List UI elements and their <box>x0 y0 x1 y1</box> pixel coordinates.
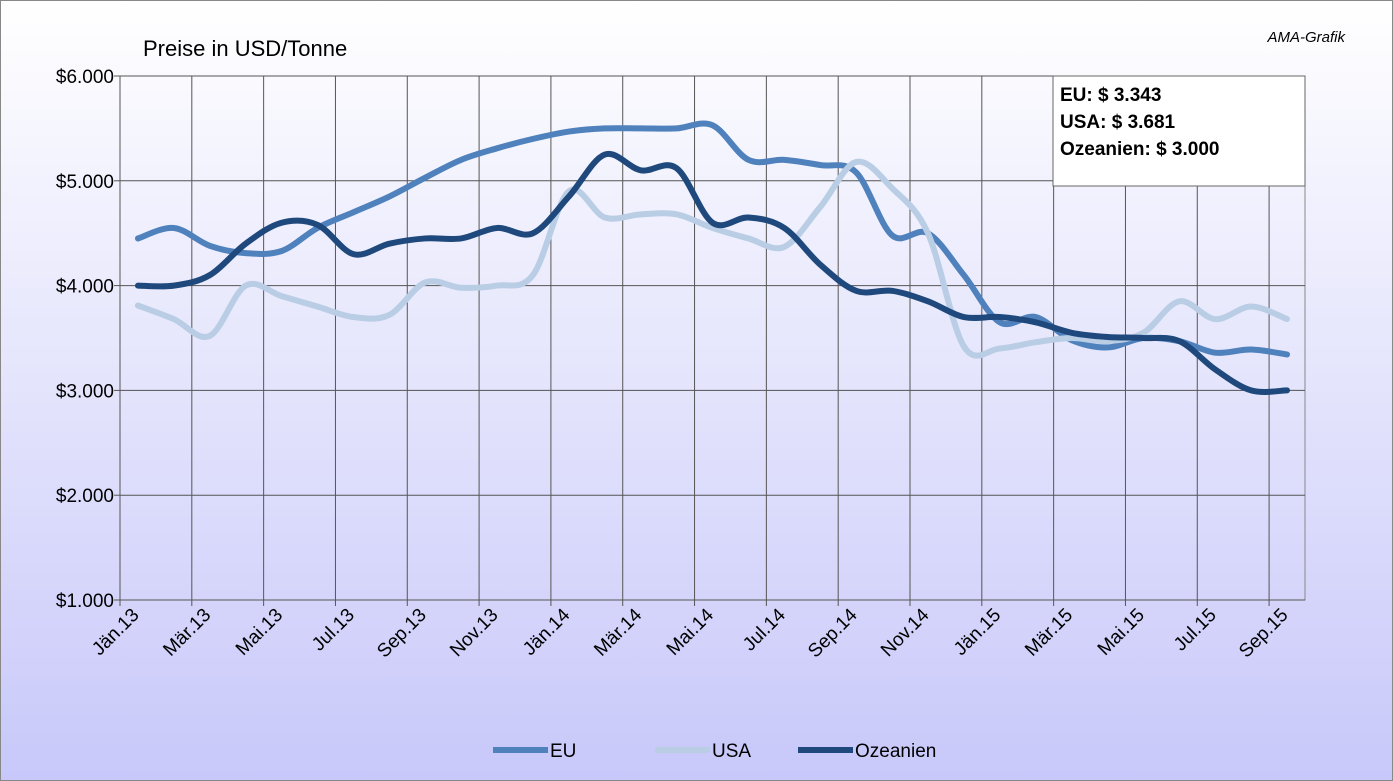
y-tick-label: $6.000 <box>56 67 114 88</box>
series-line <box>134 150 1291 395</box>
series-line <box>134 120 1291 358</box>
y-tick-label: $3.000 <box>56 381 114 402</box>
annotation: EU: $ 3.343 <box>1060 85 1161 106</box>
annotation: USA: $ 3.681 <box>1060 112 1176 133</box>
legend-label: USA <box>712 741 751 762</box>
legend-label: Ozeanien <box>855 741 936 762</box>
y-tick-label: $5.000 <box>56 172 114 193</box>
y-tick-label: $4.000 <box>56 277 114 298</box>
y-tick-label: $1.000 <box>56 591 114 612</box>
series-line <box>134 158 1291 359</box>
chart-title: Preise in USD/Tonne <box>143 36 347 61</box>
source: AMA-Grafik <box>1266 29 1346 46</box>
y-tick-label: $2.000 <box>56 486 114 507</box>
legend-label: EU <box>550 741 576 762</box>
annotation: Ozeanien: $ 3.000 <box>1060 139 1219 160</box>
annotation-box <box>1052 75 1306 187</box>
